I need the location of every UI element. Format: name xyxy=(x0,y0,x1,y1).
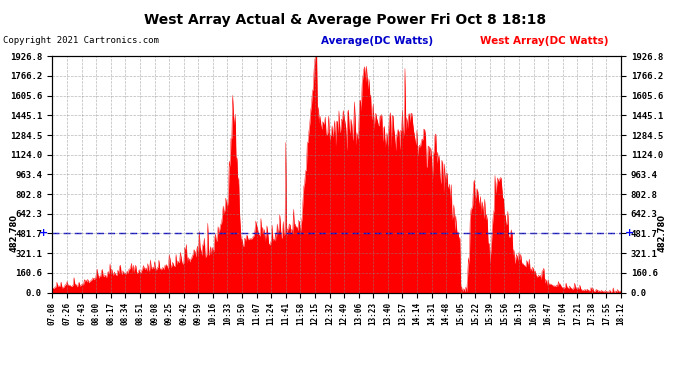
Text: Copyright 2021 Cartronics.com: Copyright 2021 Cartronics.com xyxy=(3,36,159,45)
Text: 482.780: 482.780 xyxy=(9,214,19,252)
Text: +: + xyxy=(624,228,633,238)
Text: West Array Actual & Average Power Fri Oct 8 18:18: West Array Actual & Average Power Fri Oc… xyxy=(144,13,546,27)
Text: +: + xyxy=(39,228,48,238)
Text: West Array(DC Watts): West Array(DC Watts) xyxy=(480,36,608,46)
Text: Average(DC Watts): Average(DC Watts) xyxy=(321,36,433,46)
Text: 482.780: 482.780 xyxy=(658,214,667,252)
